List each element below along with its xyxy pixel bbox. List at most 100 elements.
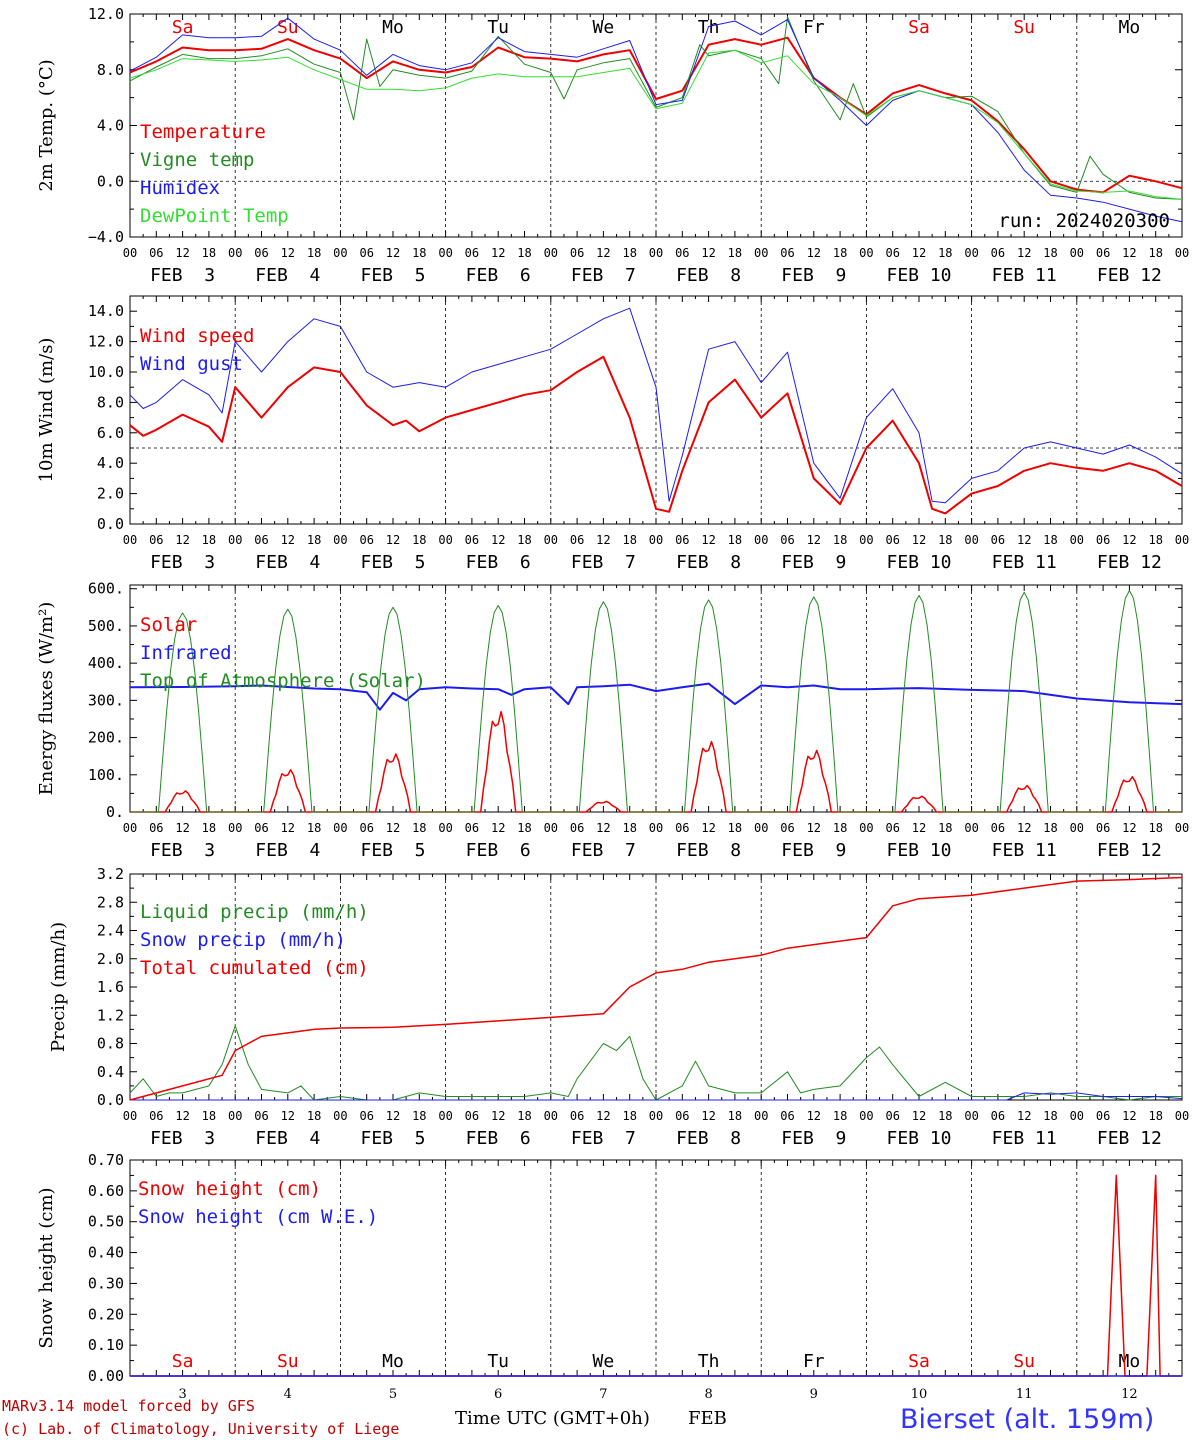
weekday-label: Mo [382, 17, 404, 38]
hour-label: 12 [596, 1109, 610, 1123]
panel-2: 14.0 12.0 10.0 8.0 6.0 4.0 2.0 0.0 10m Wind (m/s… [36, 295, 1189, 573]
y-tick-label: 0.10 [88, 1336, 124, 1354]
legend-entry: Wind speed [140, 325, 254, 347]
weekday-label: Fr [803, 1351, 825, 1372]
hour-label: 12 [807, 821, 821, 835]
date-label: FEB 3 [150, 840, 215, 861]
y-tick-label: 0.70 [88, 1151, 124, 1169]
hour-label: 18 [202, 821, 216, 835]
hour-label: 06 [1096, 821, 1110, 835]
weekday-label: Sa [908, 1351, 930, 1372]
hour-label: 18 [938, 246, 952, 260]
hour-label: 00 [544, 533, 558, 547]
hour-label: 12 [281, 1109, 295, 1123]
hour-label: 06 [780, 533, 794, 547]
date-label: FEB 12 [1097, 1128, 1162, 1149]
y-axis-title: 2m Temp. (°C) [36, 59, 57, 191]
y-tick-label: 0. [106, 803, 124, 821]
legend-entry: Temperature [140, 121, 266, 143]
day-number-label: 11 [1016, 1387, 1033, 1402]
hour-label: 00 [1175, 533, 1189, 547]
date-label: FEB 7 [571, 552, 636, 573]
hour-label: 18 [622, 821, 636, 835]
y-tick-label: 4.0 [97, 454, 124, 472]
date-label: FEB 4 [255, 840, 320, 861]
hour-label: 00 [964, 246, 978, 260]
date-label: FEB 3 [150, 1128, 215, 1149]
hour-label: 00 [228, 246, 242, 260]
hour-label: 00 [859, 821, 873, 835]
y-tick-label: 6.0 [97, 424, 124, 442]
hour-label: 00 [964, 821, 978, 835]
hour-label: 00 [859, 246, 873, 260]
legend-entry: Total cumulated (cm) [140, 957, 369, 979]
date-label: FEB 8 [676, 552, 741, 573]
y-tick-label: 0.4 [97, 1063, 124, 1081]
hour-label: 12 [175, 533, 189, 547]
weekday-label: Su [1013, 17, 1035, 38]
hour-label: 06 [465, 246, 479, 260]
hour-label: 12 [491, 821, 505, 835]
date-label: FEB 10 [886, 1128, 951, 1149]
day-number-label: 6 [494, 1387, 502, 1402]
hour-label: 00 [964, 533, 978, 547]
hour-label: 18 [202, 1109, 216, 1123]
date-label: FEB 11 [992, 840, 1057, 861]
hour-label: 06 [991, 246, 1005, 260]
legend-entry: Snow height (cm W.E.) [138, 1206, 378, 1228]
y-tick-label: 4.0 [97, 117, 124, 135]
hour-label: 06 [675, 246, 689, 260]
hour-label: 18 [1148, 246, 1162, 260]
date-label: FEB 8 [676, 840, 741, 861]
y-tick-label: 500. [88, 617, 124, 635]
hour-label: 12 [1122, 821, 1136, 835]
legend-entry: Snow precip (mm/h) [140, 929, 346, 951]
hour-label: 00 [228, 533, 242, 547]
weekday-label: Fr [803, 17, 825, 38]
hour-label: 12 [701, 533, 715, 547]
y-tick-label: 600. [88, 580, 124, 598]
weekday-label: Su [277, 1351, 299, 1372]
hour-label: 06 [465, 1109, 479, 1123]
y-tick-label: 3.2 [97, 865, 124, 883]
hour-label: 00 [1070, 246, 1084, 260]
date-label: FEB 10 [886, 840, 951, 861]
hour-label: 18 [938, 1109, 952, 1123]
hour-label: 18 [517, 246, 531, 260]
hour-label: 06 [885, 821, 899, 835]
date-label: FEB 8 [676, 265, 741, 286]
series-line-dewpoint-temp [129, 49, 1183, 200]
hour-label: 00 [754, 821, 768, 835]
legend-entry: Top of Atmosphere (Solar) [140, 670, 426, 692]
y-tick-label: 1.2 [97, 1006, 124, 1024]
hour-label: 18 [517, 533, 531, 547]
hour-label: 12 [1017, 821, 1031, 835]
hour-label: 06 [570, 821, 584, 835]
hour-label: 18 [833, 246, 847, 260]
hour-label: 00 [333, 1109, 347, 1123]
day-number-label: 7 [599, 1387, 607, 1402]
hour-label: 00 [754, 533, 768, 547]
y-tick-label: 1.6 [97, 978, 124, 996]
hour-label: 18 [517, 1109, 531, 1123]
hour-label: 12 [701, 821, 715, 835]
hour-label: 06 [675, 1109, 689, 1123]
hour-label: 00 [1175, 246, 1189, 260]
hour-label: 12 [596, 246, 610, 260]
date-label: FEB 11 [992, 552, 1057, 573]
hour-label: 18 [202, 533, 216, 547]
hour-label: 18 [622, 533, 636, 547]
weekday-label: Tu [487, 1351, 509, 1372]
panel-3: 600. 500. 400. 300. 200. 100. 0. Energy fluxes … [36, 580, 1189, 861]
y-tick-label: 2.0 [97, 485, 124, 503]
date-label: FEB 12 [1097, 265, 1162, 286]
hour-label: 18 [622, 1109, 636, 1123]
hour-label: 12 [281, 533, 295, 547]
hour-label: 12 [1122, 246, 1136, 260]
date-label: FEB 9 [781, 552, 846, 573]
weekday-label: Su [277, 17, 299, 38]
hour-label: 00 [649, 1109, 663, 1123]
legend-entry: Snow height (cm) [138, 1178, 321, 1200]
hour-label: 12 [175, 821, 189, 835]
series-line-wind-speed [129, 355, 1183, 515]
